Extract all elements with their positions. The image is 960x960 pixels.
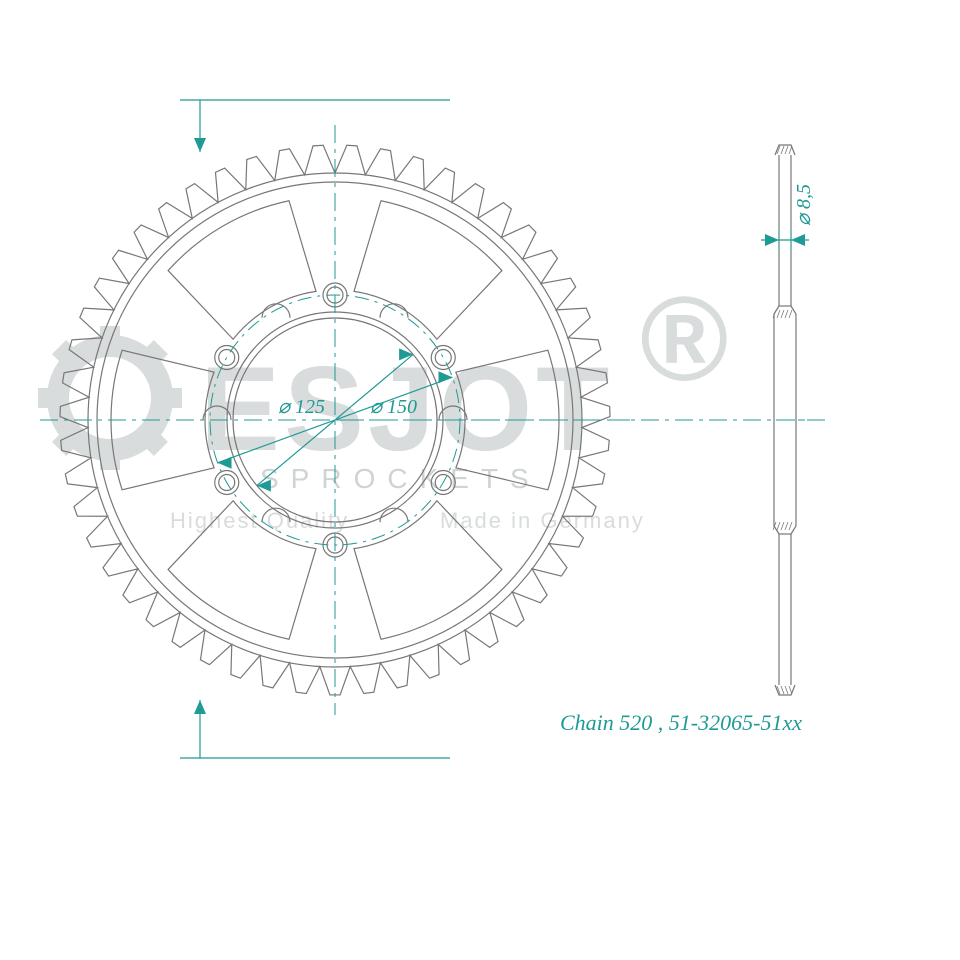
watermark-tagline-right: Made in Germany: [440, 508, 645, 533]
caption-partno: Chain 520 , 51-32065-51xx: [560, 710, 802, 735]
watermark-tagline-left: Highest Quality: [170, 508, 349, 533]
drawing-canvas: ESJOT ® SPROCKETS Highest Quality Made i…: [0, 0, 960, 960]
dim-d85: ⌀ 8,5: [793, 184, 815, 226]
dim-d150: ⌀ 150: [370, 396, 417, 418]
dim-d125: ⌀ 125: [278, 396, 325, 418]
watermark-gear-icon: [38, 326, 182, 470]
watermark-registered: ®: [640, 272, 732, 406]
